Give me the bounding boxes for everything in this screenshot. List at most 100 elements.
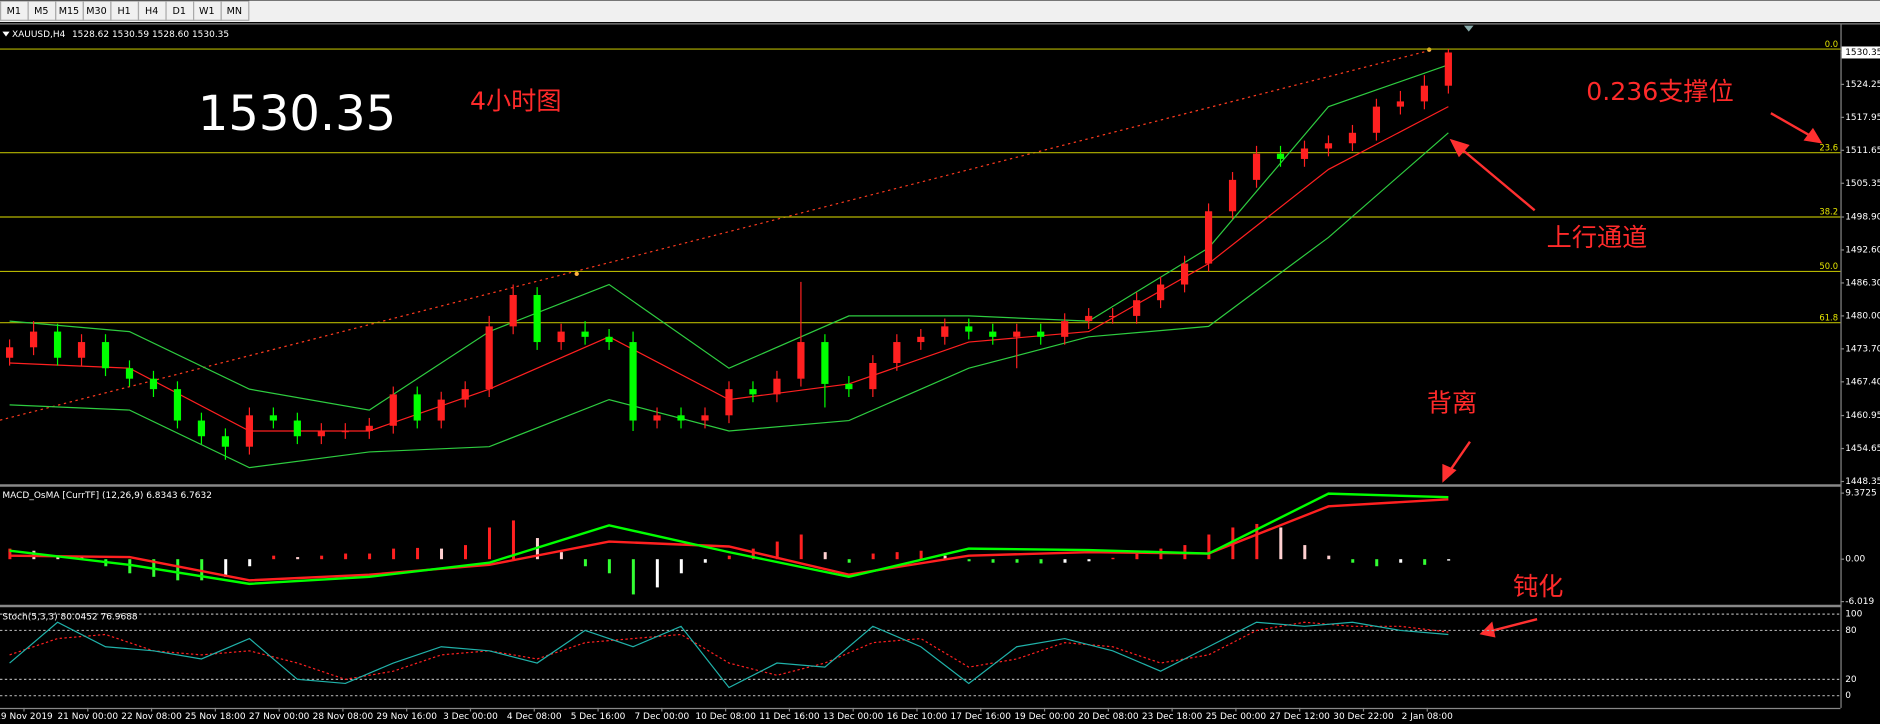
candle-body: [53, 331, 62, 358]
candle-body: [149, 378, 158, 390]
x-tick-label: 2 Jan 08:00: [1402, 712, 1453, 722]
candle-body: [845, 383, 853, 390]
symbol: XAUUSD,H4: [12, 30, 66, 40]
candle-body: [869, 362, 877, 390]
fib-label: 50.0: [1819, 261, 1838, 271]
stoch-tick-label: 80: [1845, 626, 1857, 636]
stoch-tick-label: 100: [1845, 610, 1862, 620]
timeframe-label: H4: [145, 6, 158, 17]
candle-body: [677, 415, 685, 421]
macd-bar: [272, 555, 276, 560]
y-tick-label: 1530.35: [1845, 48, 1880, 58]
timeframe-button[interactable]: [220, 0, 250, 21]
timeframe-label: D1: [173, 6, 186, 17]
macd-bar: [8, 548, 12, 560]
candle-body: [125, 368, 134, 379]
shift-marker: [1463, 25, 1474, 32]
candle-body: [1157, 284, 1165, 301]
timeframe-label: M1: [7, 6, 21, 17]
y-tick-label: 1467.40: [1845, 377, 1880, 387]
macd-bar: [200, 559, 204, 581]
x-tick-label: 22 Nov 08:00: [121, 712, 182, 722]
macd-bar: [440, 548, 444, 560]
candle-body: [1133, 300, 1141, 316]
macd-bar: [1255, 523, 1259, 560]
macd-title: MACD_OsMA [CurrTF] (12,26,9) 6.8343 6.76…: [2, 491, 212, 501]
macd-bar: [224, 559, 228, 577]
candle-body: [1324, 143, 1333, 149]
arrow: [1770, 112, 1814, 139]
candle-body: [485, 326, 493, 390]
candle-body: [557, 331, 565, 343]
fib-label: 61.8: [1819, 312, 1838, 322]
macd-bar: [1063, 559, 1067, 563]
timeframe-bar: M1 M5 M15 M30 H1 H4 D1 W1 MN: [0, 0, 250, 21]
macd-bar: [248, 559, 252, 567]
candle-body: [1228, 179, 1237, 212]
candle-body: [509, 294, 517, 327]
x-tick-label: 19 Nov 2019: [0, 712, 53, 722]
candle-body: [1300, 148, 1309, 159]
macd-bar: [583, 559, 587, 567]
macd-bar: [1207, 534, 1211, 560]
candle-body: [797, 342, 805, 379]
x-tick-label: 13 Dec 00:00: [823, 712, 884, 722]
macd-bar: [559, 552, 563, 560]
arrow: [1490, 618, 1538, 633]
macd-bar: [1279, 527, 1283, 560]
channel-annotation: 上行通道: [1547, 223, 1648, 252]
candle-body: [173, 389, 182, 421]
candle-body: [989, 331, 997, 337]
candle-body: [1252, 153, 1261, 180]
candle-body: [341, 431, 349, 433]
macd-bar: [751, 548, 755, 560]
macd-bar: [847, 559, 851, 563]
trend-line: [0, 49, 1433, 421]
x-tick-label: 11 Dec 16:00: [759, 712, 820, 722]
arrows: [1442, 112, 1823, 638]
candle-body: [29, 331, 38, 348]
candle-body: [605, 336, 613, 343]
macd-bar: [991, 559, 995, 563]
macd-bar: [1375, 559, 1379, 567]
candle-body: [941, 326, 949, 337]
quote: 1528.62 1530.59 1528.60 1530.35: [72, 30, 229, 40]
y-tick-label: 1517.95: [1845, 113, 1880, 123]
macd-bar: [607, 559, 611, 574]
candle-body: [413, 394, 421, 421]
fib-label: 23.6: [1819, 142, 1838, 152]
candle-body: [1109, 315, 1117, 318]
candle-body: [629, 342, 637, 421]
candle-body: [701, 415, 709, 421]
macd-bar: [775, 541, 779, 560]
candle-body: [1420, 85, 1428, 102]
macd-bar: [392, 548, 396, 560]
candle-body: [5, 347, 14, 358]
y-tick-label: 1498.90: [1845, 213, 1880, 223]
macd-bar: [1351, 559, 1355, 563]
candle-body: [101, 342, 110, 369]
candle-body: [269, 415, 277, 421]
candle-body: [581, 331, 589, 337]
arrowhead: [1449, 138, 1470, 158]
toolbar: [0, 0, 1880, 23]
candle-body: [197, 420, 206, 437]
anchor-dot: [574, 271, 579, 277]
macd-bar: [1111, 557, 1115, 560]
macd-bar: [464, 545, 468, 560]
macd-bar: [1327, 555, 1331, 560]
candle-body: [1276, 153, 1285, 159]
macd-bar: [727, 555, 731, 560]
candle-body: [1372, 106, 1381, 133]
y-tick-label: 1460.95: [1845, 411, 1880, 421]
macd-bar: [943, 555, 947, 560]
macd-bar: [1087, 559, 1091, 562]
candle-body: [389, 394, 397, 426]
macd-bar: [631, 559, 635, 595]
header-arrow: [2, 31, 10, 37]
candle-body: [1061, 321, 1069, 337]
candle-body: [1204, 211, 1213, 264]
stoch-tick-label: 20: [1845, 675, 1857, 685]
candle-body: [293, 420, 301, 437]
